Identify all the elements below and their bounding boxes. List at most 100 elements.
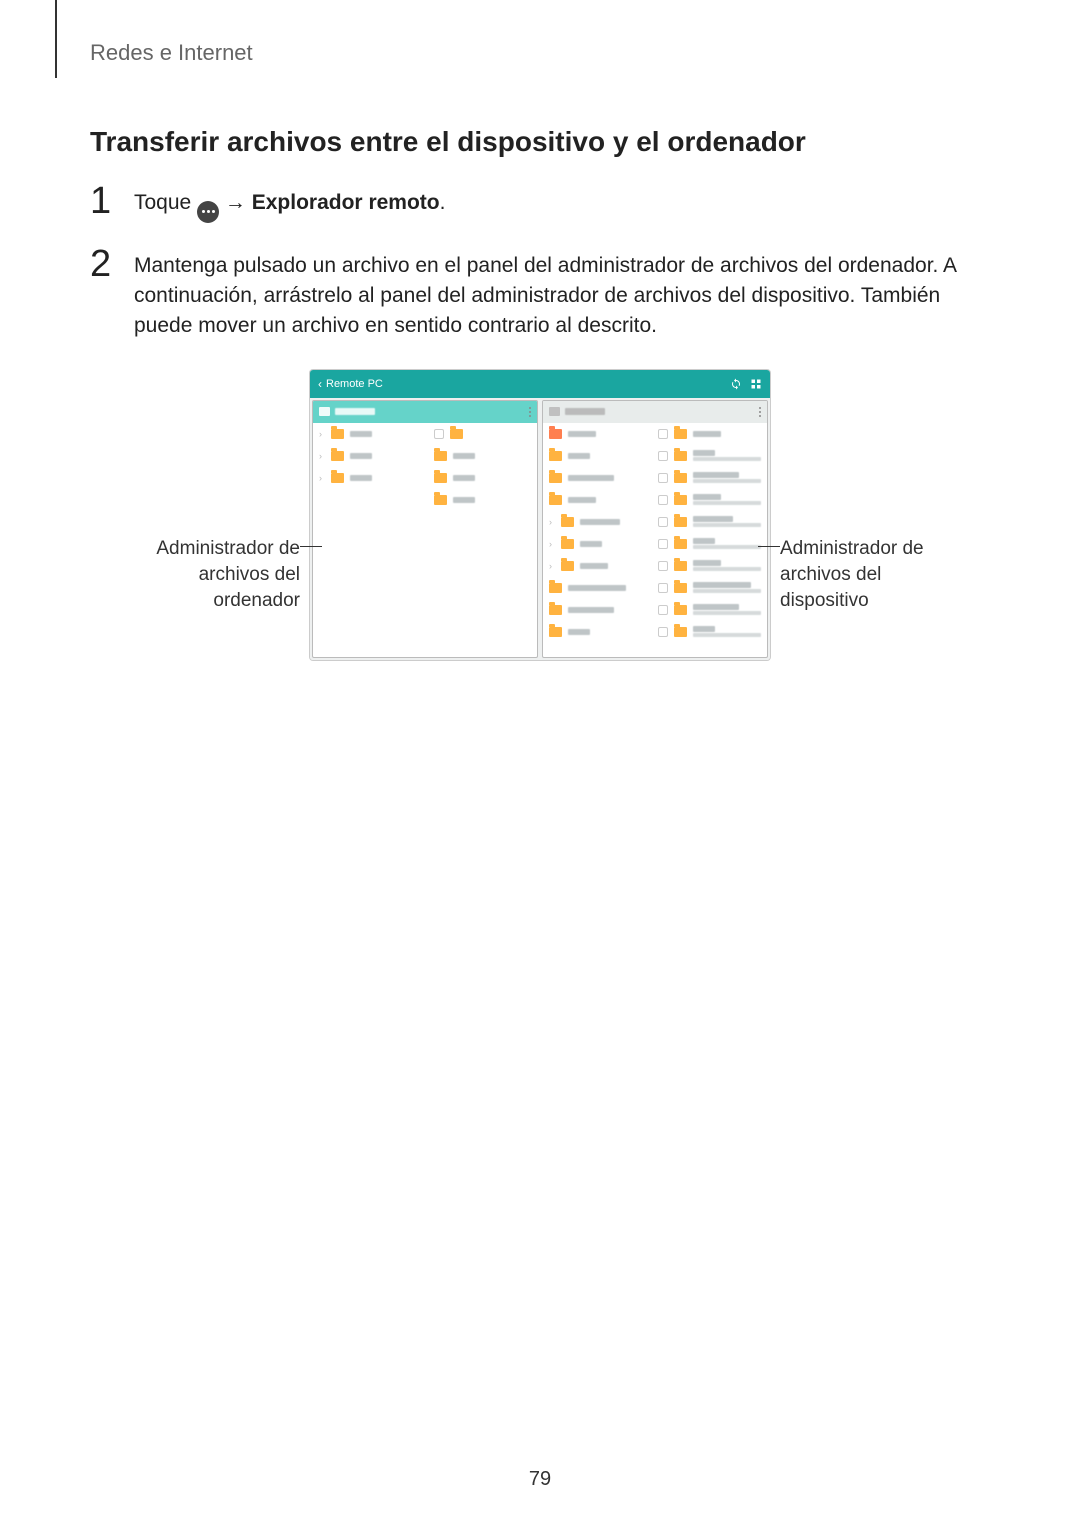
step-1: 1 Toque → Explorador remoto. <box>90 188 990 223</box>
file-item[interactable]: › <box>313 445 422 467</box>
breadcrumb: Redes e Internet <box>90 40 990 66</box>
folder-icon <box>674 561 687 571</box>
file-item[interactable]: › <box>543 555 646 577</box>
file-item[interactable] <box>543 621 646 643</box>
meta-blur <box>693 457 761 461</box>
folder-icon <box>549 583 562 593</box>
folder-icon <box>674 495 687 505</box>
file-item[interactable] <box>428 489 537 511</box>
file-item[interactable] <box>652 467 767 489</box>
device-file-pane[interactable]: › › › <box>542 400 768 658</box>
filename-blur <box>568 431 596 437</box>
step1-pre: Toque <box>134 191 197 214</box>
app-title: Remote PC <box>326 378 383 390</box>
folder-icon <box>549 473 562 483</box>
file-item[interactable] <box>543 423 646 445</box>
step-2: 2 Mantenga pulsado un archivo en el pane… <box>90 251 990 342</box>
file-item[interactable] <box>652 599 767 621</box>
file-item[interactable]: › <box>543 533 646 555</box>
pane-title-blur <box>335 408 375 415</box>
meta-blur <box>693 633 761 637</box>
checkbox[interactable] <box>658 473 668 483</box>
checkbox[interactable] <box>658 429 668 439</box>
folder-icon <box>674 583 687 593</box>
step-number: 1 <box>90 182 134 220</box>
page-number: 79 <box>0 1468 1080 1491</box>
meta-blur <box>693 479 761 483</box>
file-item[interactable]: › <box>313 423 422 445</box>
pc-file-pane[interactable]: › › › <box>312 400 538 658</box>
file-item[interactable] <box>652 511 767 533</box>
file-item[interactable] <box>652 423 767 445</box>
file-item[interactable] <box>543 445 646 467</box>
device-screenshot: ‹ Remote PC <box>310 370 770 660</box>
file-item[interactable] <box>543 577 646 599</box>
meta-blur <box>693 501 761 505</box>
figure: Administrador de archivos del ordenador … <box>90 370 990 660</box>
overflow-icon[interactable] <box>759 407 761 417</box>
checkbox[interactable] <box>658 561 668 571</box>
file-item[interactable] <box>428 467 537 489</box>
step-body: Toque → Explorador remoto. <box>134 188 990 223</box>
filename-blur <box>453 497 475 503</box>
file-item[interactable] <box>652 577 767 599</box>
refresh-icon[interactable] <box>730 378 742 390</box>
checkbox[interactable] <box>434 429 444 439</box>
file-item[interactable] <box>652 445 767 467</box>
checkbox[interactable] <box>658 539 668 549</box>
pane-header <box>313 401 537 423</box>
filename-blur <box>568 585 626 591</box>
checkbox[interactable] <box>658 627 668 637</box>
filename-blur <box>580 541 602 547</box>
file-item[interactable] <box>543 467 646 489</box>
filename-blur <box>350 475 372 481</box>
folder-icon <box>549 451 562 461</box>
step1-target: Explorador remoto <box>252 191 440 214</box>
file-item[interactable] <box>428 445 537 467</box>
file-item[interactable] <box>652 621 767 643</box>
checkbox[interactable] <box>658 495 668 505</box>
folder-icon <box>549 627 562 637</box>
filename-blur <box>693 560 721 566</box>
file-item[interactable]: › <box>313 467 422 489</box>
monitor-icon <box>319 407 330 416</box>
filename-blur <box>693 604 739 610</box>
filename-blur <box>693 538 715 544</box>
filename-blur <box>693 582 751 588</box>
meta-blur <box>693 523 761 527</box>
filename-blur <box>693 450 715 456</box>
callout-line <box>300 546 322 547</box>
file-item[interactable] <box>428 423 537 445</box>
file-item[interactable] <box>652 555 767 577</box>
folder-icon <box>331 473 344 483</box>
file-item[interactable]: › <box>543 511 646 533</box>
filename-blur <box>568 453 590 459</box>
folder-icon <box>561 561 574 571</box>
overflow-icon[interactable] <box>529 407 531 417</box>
checkbox[interactable] <box>658 583 668 593</box>
file-item[interactable] <box>652 489 767 511</box>
folder-icon <box>434 495 447 505</box>
callout-left: Administrador de archivos del ordenador <box>110 536 300 613</box>
filename-blur <box>568 475 614 481</box>
meta-blur <box>693 611 761 615</box>
checkbox[interactable] <box>658 451 668 461</box>
folder-icon <box>549 495 562 505</box>
folder-icon <box>331 451 344 461</box>
callout-line <box>758 546 780 547</box>
callout-right-text: Administrador de archivos del dispositiv… <box>780 538 924 610</box>
more-options-icon <box>197 201 219 223</box>
filename-blur <box>693 626 715 632</box>
grid-icon[interactable] <box>750 378 762 390</box>
step-body: Mantenga pulsado un archivo en el panel … <box>134 251 990 342</box>
checkbox[interactable] <box>658 605 668 615</box>
pane-title-blur <box>565 408 605 415</box>
filename-blur <box>568 607 614 613</box>
file-item[interactable] <box>652 533 767 555</box>
back-icon[interactable]: ‹ <box>318 377 322 391</box>
filename-blur <box>568 497 596 503</box>
file-item[interactable] <box>543 599 646 621</box>
checkbox[interactable] <box>658 517 668 527</box>
file-item[interactable] <box>543 489 646 511</box>
filename-blur <box>580 563 608 569</box>
